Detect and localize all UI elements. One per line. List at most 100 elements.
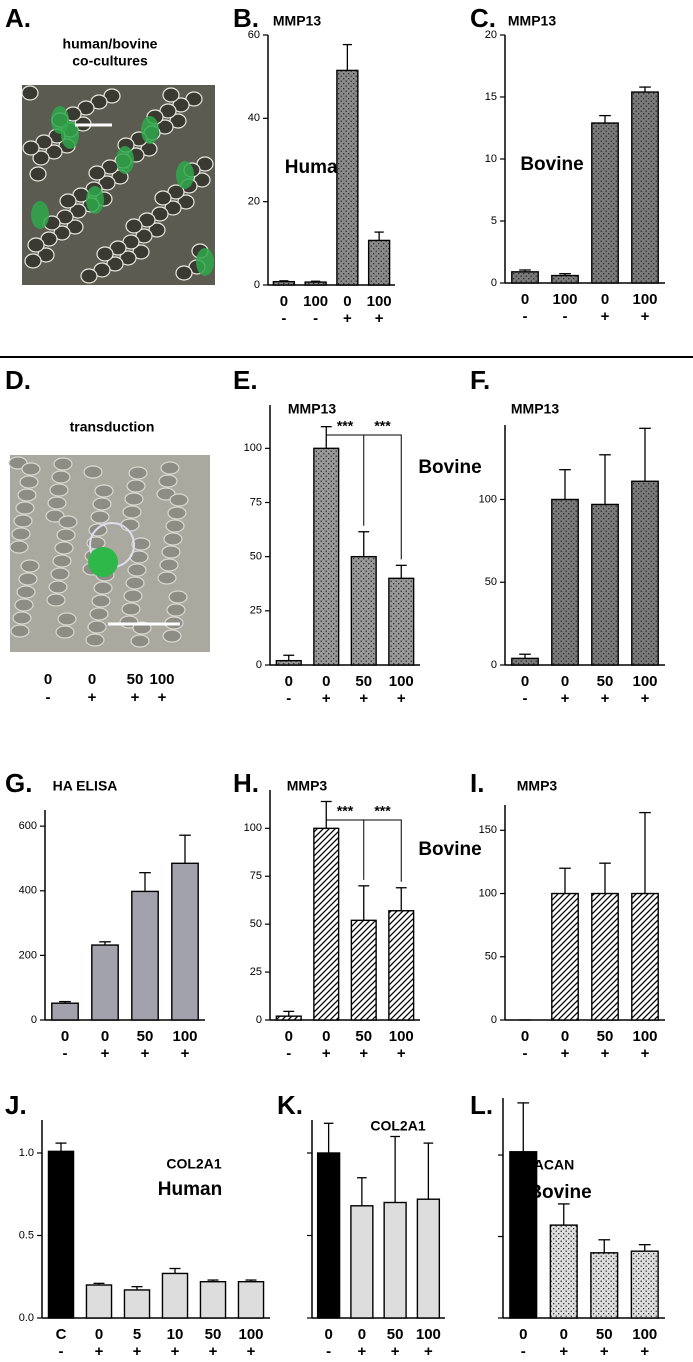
treatment-label: +	[101, 1045, 110, 1062]
bar	[161, 1272, 189, 1319]
cell	[92, 497, 112, 511]
bar	[275, 659, 302, 666]
category-label: 0	[560, 1326, 568, 1343]
category-label: 0	[521, 291, 529, 308]
category-label: 50	[387, 1326, 404, 1343]
cell	[83, 465, 103, 479]
bar	[336, 69, 359, 286]
cell	[165, 519, 185, 533]
annotation: Bovine	[418, 457, 481, 478]
treatment-label: +	[357, 1343, 366, 1360]
y-tick-label: 0	[491, 659, 497, 671]
y-tick-label: 50	[485, 576, 497, 588]
category-label: 0	[61, 1028, 69, 1045]
panel-title: MMP13	[508, 13, 556, 29]
treatment-label: +	[641, 1045, 650, 1062]
category-label: 0	[44, 671, 52, 688]
cell	[29, 166, 47, 182]
cell	[11, 527, 31, 541]
cell	[158, 474, 178, 488]
treatment-label: -	[521, 1343, 526, 1360]
treatment-label: +	[641, 308, 650, 325]
bar	[316, 1152, 341, 1319]
category-label: 50	[137, 1028, 154, 1045]
significance-label: ***	[337, 418, 354, 434]
category-label: 100	[172, 1028, 197, 1045]
gfp-cell	[116, 146, 134, 174]
panel-title: COL2A1	[166, 1156, 221, 1172]
treatment-label: +	[209, 1343, 218, 1360]
y-tick-label: 0.5	[19, 1229, 34, 1241]
cell	[168, 590, 188, 604]
bar	[590, 1252, 619, 1319]
category-label: 50	[355, 673, 372, 690]
annotation: Bovine	[528, 1182, 591, 1203]
treatment-label: +	[131, 689, 140, 706]
cell	[24, 253, 42, 269]
y-tick-label: 50	[485, 951, 497, 963]
panel-letter: A.	[5, 3, 31, 33]
cell	[163, 532, 183, 546]
bar	[631, 91, 659, 284]
treatment-label: +	[95, 1343, 104, 1360]
panel-title: MMP13	[273, 13, 321, 29]
panel-title: MMP13	[511, 401, 559, 417]
treatment-label: +	[359, 1045, 368, 1062]
category-label: 100	[303, 293, 328, 310]
bar	[272, 280, 296, 286]
treatment-label: -	[286, 1045, 291, 1062]
cell	[32, 150, 50, 166]
category-label: 100	[238, 1326, 263, 1343]
cell	[21, 85, 39, 101]
treatment-label: +	[601, 308, 610, 325]
bar	[511, 657, 539, 666]
y-tick-label: 0	[491, 277, 497, 289]
y-tick-label: 0	[491, 1014, 497, 1026]
category-label: 5	[133, 1326, 141, 1343]
category-label: 0	[561, 673, 569, 690]
treatment-label: +	[158, 689, 167, 706]
category-label: 10	[167, 1326, 184, 1343]
y-tick-label: 25	[250, 605, 262, 617]
bar	[388, 577, 415, 666]
y-tick-label: 0.0	[19, 1312, 34, 1324]
bar	[509, 1151, 538, 1319]
category-label: 0	[95, 1326, 103, 1343]
bar	[313, 827, 340, 1021]
cell	[159, 558, 179, 572]
y-tick-label: 100	[244, 442, 262, 454]
treatment-label: +	[397, 690, 406, 707]
category-label: 100	[367, 293, 392, 310]
cell	[126, 479, 146, 493]
treatment-label: -	[326, 1343, 331, 1360]
cell	[124, 492, 144, 506]
panel-title: MMP3	[517, 778, 558, 794]
y-tick-label: 20	[485, 29, 497, 41]
category-label: 50	[597, 1028, 614, 1045]
cell	[175, 265, 193, 281]
bar	[51, 1002, 79, 1021]
gfp-cell	[88, 547, 118, 577]
cell	[19, 475, 39, 489]
gfp-cell	[176, 161, 194, 189]
y-tick-label: 10	[485, 153, 497, 165]
category-label: C	[56, 1326, 67, 1343]
y-tick-label: 25	[250, 966, 262, 978]
cell	[9, 540, 29, 554]
cell	[125, 576, 145, 590]
treatment-label: +	[322, 690, 331, 707]
cell	[169, 493, 189, 507]
cell	[14, 598, 34, 612]
treatment-label: +	[343, 310, 352, 327]
cell	[47, 496, 67, 510]
treatment-label: +	[88, 689, 97, 706]
bar	[591, 503, 619, 666]
panel-letter: K.	[277, 1090, 303, 1120]
category-label: 0	[601, 291, 609, 308]
panel-title: MMP13	[288, 401, 336, 417]
treatment-label: +	[375, 310, 384, 327]
treatment-label: +	[181, 1045, 190, 1062]
annotation: Human	[158, 1179, 222, 1200]
panel-letter: I.	[470, 768, 484, 798]
gfp-cell	[141, 116, 159, 144]
